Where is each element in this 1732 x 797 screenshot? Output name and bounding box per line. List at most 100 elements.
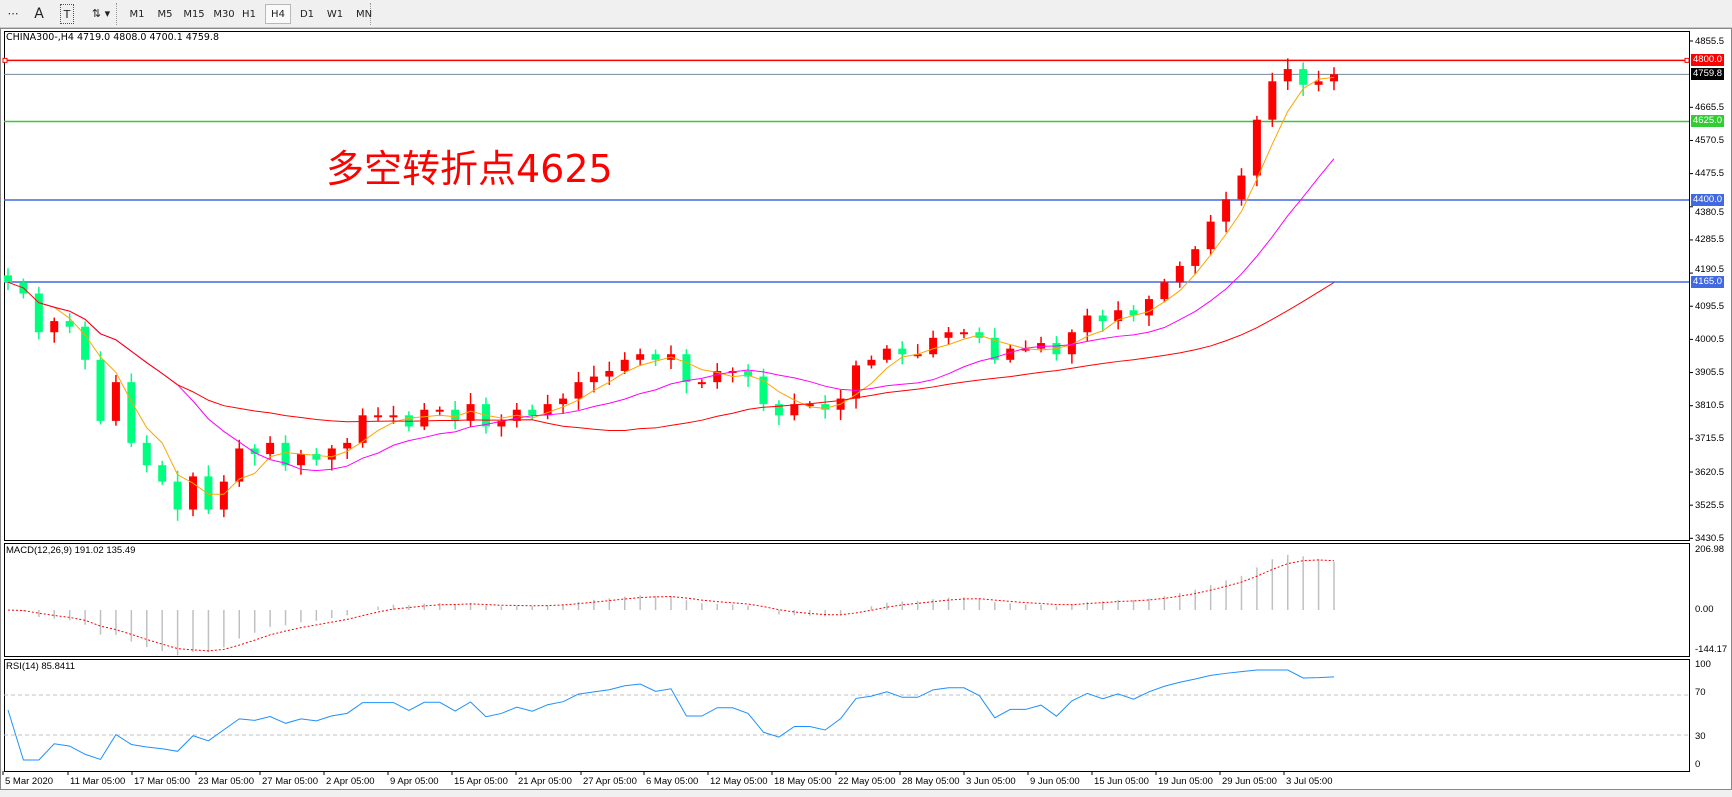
level-tag-4800.0: 4800.0: [1691, 54, 1725, 67]
candle-bullish: [543, 404, 552, 416]
candle-bearish: [173, 481, 182, 510]
level-tag-4759.8: 4759.8: [1691, 68, 1725, 81]
macd-panel[interactable]: [4, 543, 1690, 657]
candle-bullish: [605, 370, 614, 377]
level-tag-4165.0: 4165.0: [1691, 275, 1725, 288]
candle-bullish: [1067, 332, 1076, 355]
time-axis-label: 23 Mar 05:00: [198, 776, 254, 787]
rsi-label: RSI(14) 85.8411: [6, 661, 76, 672]
candle-bearish: [127, 382, 136, 443]
candle-bullish: [929, 337, 938, 355]
time-axis-label: 6 May 05:00: [646, 776, 699, 787]
candle-bullish: [1114, 310, 1123, 322]
candle-bullish: [1021, 348, 1030, 351]
candle-bullish: [1252, 119, 1261, 176]
time-axis-label: 15 Apr 05:00: [454, 776, 508, 787]
price-tick-label: 4095.5: [1695, 300, 1725, 312]
candle-bullish: [1083, 315, 1092, 333]
candle-bullish: [111, 382, 120, 421]
timeframe-mn[interactable]: MN: [355, 9, 373, 20]
macd-tick-label: -144.17: [1695, 644, 1728, 655]
timeframe-m1[interactable]: M1: [129, 9, 145, 20]
candle-bullish: [435, 409, 444, 412]
candle-bearish: [65, 321, 74, 327]
time-axis-label: 27 Mar 05:00: [262, 776, 318, 787]
moving-average-line: [7, 281, 1335, 431]
candle-bullish: [1237, 175, 1246, 200]
timeframe-d1[interactable]: D1: [299, 9, 315, 20]
symbol-info: CHINA300-,H4 4719.0 4808.0 4700.1 4759.8: [6, 32, 219, 43]
candle-bullish: [1144, 299, 1153, 316]
time-axis-label: 2 Apr 05:00: [326, 776, 375, 787]
time-axis-label: 15 Jun 05:00: [1094, 776, 1149, 787]
candle-bullish: [420, 409, 429, 427]
arrows-icon[interactable]: ⇅ ▾: [91, 7, 111, 20]
chart-tabs-bar: [0, 790, 1732, 797]
time-axis-label: 5 Mar 2020: [5, 776, 54, 787]
time-axis-label: 19 Jun 05:00: [1158, 776, 1213, 787]
candle-bearish: [250, 448, 259, 455]
time-axis-label: 17 Mar 05:00: [134, 776, 190, 787]
price-tick-label: 4665.5: [1695, 101, 1725, 113]
rsi-tick-label: 30: [1695, 731, 1706, 742]
timeframe-h1[interactable]: H1: [242, 9, 256, 20]
time-axis-label: 9 Apr 05:00: [390, 776, 439, 787]
level-handle: [2, 57, 8, 63]
price-tick-label: 3905.5: [1695, 367, 1725, 379]
grid-lines-icon[interactable]: ⋯: [7, 7, 19, 20]
candle-bullish: [235, 448, 244, 482]
candle-bullish: [944, 332, 953, 338]
macd-tick-label: 0.00: [1695, 604, 1714, 615]
timeframe-m15[interactable]: M15: [183, 9, 205, 20]
macd-label: MACD(12,26,9) 191.02 135.49: [6, 545, 136, 556]
timeframe-m30[interactable]: M30: [213, 9, 235, 20]
timeframe-w1[interactable]: W1: [326, 9, 344, 20]
candle-bearish: [4, 275, 12, 283]
rsi-panel[interactable]: [4, 659, 1690, 772]
candle-bullish: [867, 359, 876, 366]
candle-bearish: [281, 442, 290, 466]
candle-bullish: [219, 481, 228, 510]
candle-bullish: [1283, 69, 1292, 82]
timeframe-h4[interactable]: H4: [265, 4, 291, 24]
candle-bearish: [1129, 310, 1138, 316]
pivot-annotation: 多空转折点4625: [326, 147, 613, 191]
candle-bearish: [898, 348, 907, 355]
time-axis-label: 11 Mar 05:00: [70, 776, 126, 787]
candle-bullish: [1191, 249, 1200, 266]
time-axis-label: 9 Jun 05:00: [1030, 776, 1080, 787]
candle-bullish: [1314, 81, 1323, 85]
candle-bullish: [1222, 199, 1231, 222]
candle-bearish: [744, 370, 753, 377]
candle-bearish: [651, 354, 660, 360]
text-label-icon[interactable]: T: [60, 4, 74, 24]
candle-bullish: [389, 415, 398, 418]
time-axis-label: 18 May 05:00: [774, 776, 832, 787]
chart-window[interactable]: [0, 28, 1732, 790]
toolbar-separator: [116, 3, 118, 25]
moving-average-line: [38, 158, 1335, 472]
price-tick-label: 4285.5: [1695, 234, 1725, 246]
candle-bullish: [266, 442, 275, 455]
timeframe-m5[interactable]: M5: [157, 9, 173, 20]
candle-bullish: [1037, 343, 1046, 349]
moving-average-line: [38, 76, 1335, 495]
level-tag-4400.0: 4400.0: [1691, 193, 1725, 206]
price-tick-label: 4380.5: [1695, 206, 1725, 218]
level-tag-4625.0: 4625.0: [1691, 115, 1725, 128]
price-tick-label: 4000.5: [1695, 333, 1725, 345]
candle-bullish: [1160, 282, 1169, 300]
candle-bearish: [204, 476, 213, 510]
text-icon[interactable]: A: [34, 6, 44, 22]
candle-bearish: [96, 359, 105, 421]
candle-bullish: [466, 404, 475, 421]
candle-bearish: [990, 337, 999, 360]
candle-bullish: [790, 404, 799, 416]
rsi-tick-label: 70: [1695, 687, 1706, 698]
time-axis-label: 3 Jul 05:00: [1286, 776, 1333, 787]
price-tick-label: 3430.5: [1695, 532, 1725, 544]
candle-bullish: [358, 415, 367, 443]
candle-bullish: [559, 398, 568, 405]
candle-bullish: [913, 354, 922, 357]
candle-bearish: [34, 293, 43, 333]
